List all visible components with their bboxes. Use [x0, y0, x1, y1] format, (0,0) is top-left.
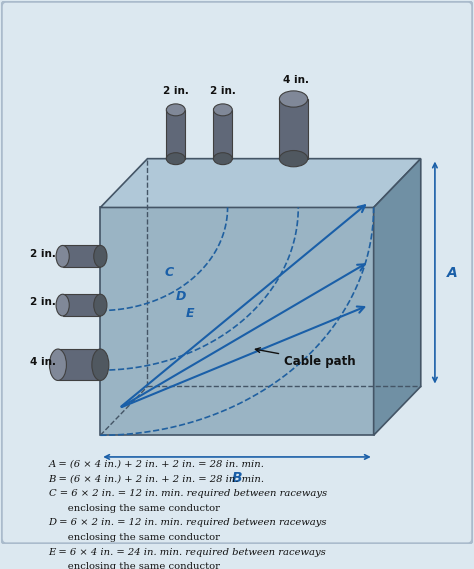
- Polygon shape: [63, 245, 100, 267]
- Text: Cable path: Cable path: [255, 348, 356, 368]
- Text: 2 in.: 2 in.: [210, 86, 236, 96]
- Text: enclosing the same conductor: enclosing the same conductor: [48, 533, 219, 542]
- Text: 2 in.: 2 in.: [163, 86, 189, 96]
- Text: C: C: [164, 266, 173, 279]
- Text: enclosing the same conductor: enclosing the same conductor: [48, 504, 219, 513]
- Polygon shape: [100, 159, 421, 208]
- Ellipse shape: [279, 151, 308, 167]
- Text: 4 in.: 4 in.: [29, 357, 55, 367]
- Ellipse shape: [166, 104, 185, 116]
- Polygon shape: [63, 294, 100, 316]
- Polygon shape: [213, 110, 232, 159]
- Text: C = 6 × 2 in. = 12 in. min. required between raceways: C = 6 × 2 in. = 12 in. min. required bet…: [48, 489, 327, 498]
- Text: 2 in.: 2 in.: [30, 298, 55, 307]
- Ellipse shape: [94, 294, 107, 316]
- Text: D = 6 × 2 in. = 12 in. min. required between raceways: D = 6 × 2 in. = 12 in. min. required bet…: [48, 518, 327, 527]
- Ellipse shape: [213, 104, 232, 116]
- Text: A = (6 × 4 in.) + 2 in. + 2 in. = 28 in. min.: A = (6 × 4 in.) + 2 in. + 2 in. = 28 in.…: [48, 460, 264, 469]
- Ellipse shape: [213, 152, 232, 164]
- Polygon shape: [100, 208, 374, 435]
- Polygon shape: [58, 349, 100, 381]
- Text: A: A: [447, 266, 457, 279]
- Ellipse shape: [94, 245, 107, 267]
- Polygon shape: [279, 99, 308, 159]
- Text: E = 6 × 4 in. = 24 in. min. required between raceways: E = 6 × 4 in. = 24 in. min. required bet…: [48, 547, 326, 556]
- Text: 4 in.: 4 in.: [283, 76, 309, 85]
- Ellipse shape: [49, 349, 66, 381]
- Ellipse shape: [166, 152, 185, 164]
- Polygon shape: [166, 110, 185, 159]
- Text: enclosing the same conductor: enclosing the same conductor: [48, 562, 219, 569]
- Ellipse shape: [56, 245, 69, 267]
- Ellipse shape: [279, 91, 308, 107]
- Ellipse shape: [56, 294, 69, 316]
- Ellipse shape: [92, 349, 109, 381]
- Text: D: D: [175, 290, 186, 303]
- Text: B: B: [232, 471, 242, 484]
- Text: E: E: [186, 307, 194, 320]
- Text: B = (6 × 4 in.) + 2 in. + 2 in. = 28 in. min.: B = (6 × 4 in.) + 2 in. + 2 in. = 28 in.…: [48, 475, 264, 483]
- Text: 2 in.: 2 in.: [30, 249, 55, 258]
- Polygon shape: [374, 159, 421, 435]
